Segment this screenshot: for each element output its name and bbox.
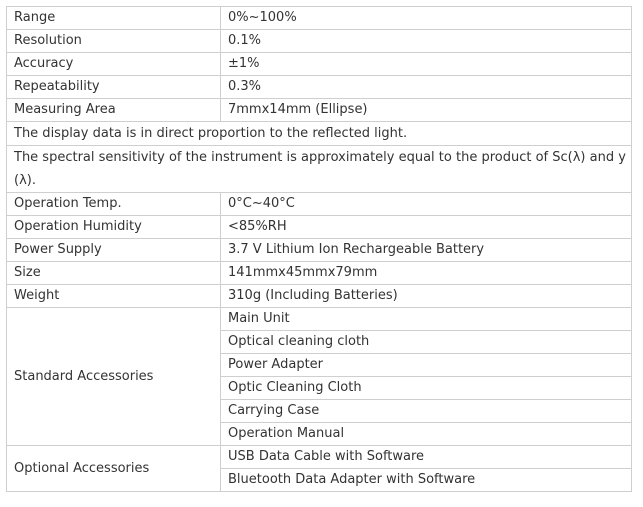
accessory-item: Operation Manual <box>220 422 632 446</box>
table-row: Resolution 0.1% <box>6 29 632 53</box>
spec-label: Resolution <box>6 29 221 53</box>
accessory-item: Carrying Case <box>220 399 632 423</box>
spec-label: Repeatability <box>6 75 221 99</box>
note-text: The spectral sensitivity of the instrume… <box>6 145 632 193</box>
table-row: Standard Accessories Main Unit <box>6 307 632 446</box>
table-row: Repeatability 0.3% <box>6 75 632 99</box>
spec-label: Operation Temp. <box>6 192 221 216</box>
accessory-item: Optic Cleaning Cloth <box>220 376 632 400</box>
table-row: Weight 310g (Including Batteries) <box>6 284 632 308</box>
table-row: Operation Temp. 0°C~40°C <box>6 192 632 216</box>
spec-value: ±1% <box>220 52 632 76</box>
note-row: The spectral sensitivity of the instrume… <box>6 145 632 193</box>
spec-label: Size <box>6 261 221 285</box>
accessory-item: USB Data Cable with Software <box>220 445 632 469</box>
spec-value: 310g (Including Batteries) <box>220 284 632 308</box>
spec-value: 0.3% <box>220 75 632 99</box>
spec-value: 0°C~40°C <box>220 192 632 216</box>
table-row: Measuring Area 7mmx14mm (Ellipse) <box>6 98 632 122</box>
spec-label: Accuracy <box>6 52 221 76</box>
table-row: Range 0%~100% <box>6 6 632 30</box>
accessory-item: Bluetooth Data Adapter with Software <box>220 468 632 492</box>
spec-value: 7mmx14mm (Ellipse) <box>220 98 632 122</box>
optional-accessories-label: Optional Accessories <box>6 445 221 492</box>
table-row: Bluetooth Data Adapter with Software <box>7 468 632 492</box>
table-row: Size 141mmx45mmx79mm <box>6 261 632 285</box>
spec-value: <85%RH <box>220 215 632 239</box>
spec-table: Range 0%~100% Resolution 0.1% Accuracy ±… <box>6 6 632 492</box>
table-row: Operation Humidity <85%RH <box>6 215 632 239</box>
table-row: Optional Accessories USB Data Cable with… <box>6 445 632 492</box>
table-row: Accuracy ±1% <box>6 52 632 76</box>
table-row: Power Adapter <box>7 353 632 377</box>
accessory-item: Optical cleaning cloth <box>220 330 632 354</box>
spec-value: 141mmx45mmx79mm <box>220 261 632 285</box>
note-text: The display data is in direct proportion… <box>6 121 632 146</box>
table-row: Optical cleaning cloth <box>7 330 632 354</box>
spec-value: 3.7 V Lithium Ion Rechargeable Battery <box>220 238 632 262</box>
table-row: Carrying Case <box>7 399 632 423</box>
spec-value: 0.1% <box>220 29 632 53</box>
table-row: Power Supply 3.7 V Lithium Ion Rechargea… <box>6 238 632 262</box>
accessory-item: Main Unit <box>220 307 632 331</box>
note-row: The display data is in direct proportion… <box>6 121 632 146</box>
spec-value: 0%~100% <box>220 6 632 30</box>
standard-accessories-label: Standard Accessories <box>6 307 221 446</box>
accessory-item: Power Adapter <box>220 353 632 377</box>
spec-label: Power Supply <box>6 238 221 262</box>
spec-label: Range <box>6 6 221 30</box>
spec-label: Weight <box>6 284 221 308</box>
spec-label: Operation Humidity <box>6 215 221 239</box>
spec-label: Measuring Area <box>6 98 221 122</box>
